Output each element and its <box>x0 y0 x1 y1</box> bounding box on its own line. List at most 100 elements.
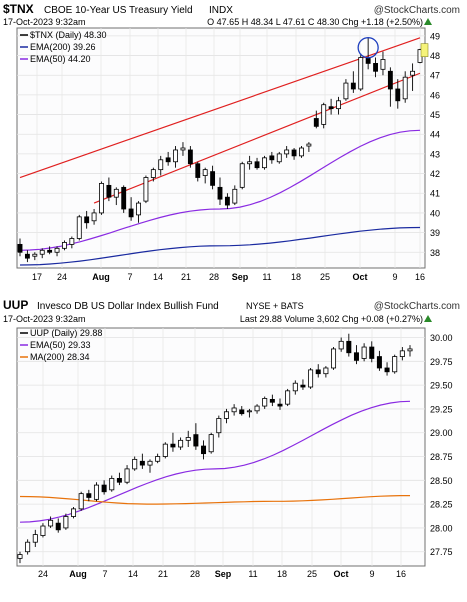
tnx-candle-body <box>210 171 216 186</box>
uup-candle-body <box>170 443 176 448</box>
tnx-candle-body <box>76 216 82 239</box>
uup-description: Invesco DB US Dollar Index Bullish Fund <box>37 301 219 312</box>
uup-candle-body <box>231 407 237 413</box>
uup-candle-body <box>315 369 321 375</box>
uup-brand: @StockCharts.com <box>374 301 460 312</box>
uup-y-axis: 27.75 28.00 28.25 28.50 28.75 29.00 29.25 29.50… <box>430 333 453 557</box>
uup-candle-body <box>55 522 61 531</box>
uup-ma200-line <box>19 495 410 505</box>
uup-candle-body <box>254 405 260 412</box>
tnx-candle-body <box>239 163 245 188</box>
tnx-candle-body <box>254 161 260 169</box>
uup-candle-body <box>124 468 130 483</box>
tnx-x-tick-label: 17 <box>32 272 42 282</box>
tnx-candle-body <box>336 100 341 110</box>
tnx-y-tick-label: 49 <box>430 31 440 41</box>
uup-candle-body <box>63 516 69 529</box>
tnx-candle-body <box>180 147 186 151</box>
tnx-brand: @StockCharts.com <box>374 5 460 16</box>
tnx-candle-body <box>136 202 141 216</box>
uup-candle-body <box>25 541 31 553</box>
tnx-candle-body <box>99 183 104 214</box>
uup-candle-body <box>353 352 359 361</box>
uup-indicator-lines <box>19 400 411 523</box>
tnx-x-tick-label: 21 <box>181 272 191 282</box>
tnx-candle-body <box>217 186 223 200</box>
tnx-lower-channel-trendline <box>93 72 421 204</box>
tnx-candle-body <box>62 242 67 249</box>
tnx-exchange: INDX <box>209 5 233 16</box>
tnx-candle-body <box>313 118 319 127</box>
tnx-x-tick-label: Sep <box>232 272 249 282</box>
uup-candle-body <box>346 340 352 354</box>
uup-candle-body <box>323 367 329 375</box>
tnx-x-tick-label: 14 <box>153 272 163 282</box>
tnx-legend-ema200: EMA(200) 39.26 <box>30 42 96 52</box>
uup-candle-body <box>300 384 306 388</box>
tnx-legend: $TNX (Daily) 48.30 EMA(200) 39.26 EMA(50… <box>20 30 107 64</box>
uup-symbol: UUP <box>3 298 28 312</box>
tnx-candle-body <box>276 153 282 163</box>
uup-candle-body <box>132 458 138 470</box>
tnx-y-tick-label: 46 <box>430 90 440 100</box>
uup-x-tick-label: 14 <box>128 569 138 579</box>
tnx-candle-body <box>158 159 164 171</box>
tnx-candle-body <box>262 157 267 169</box>
tnx-candle-body <box>150 169 156 178</box>
uup-y-tick-label: 28.50 <box>430 476 453 486</box>
uup-x-tick-label: 7 <box>102 569 107 579</box>
tnx-candle-body <box>69 238 75 245</box>
tnx-y-tick-label: 48 <box>430 51 440 61</box>
uup-x-tick-label: 24 <box>38 569 48 579</box>
uup-candle-body <box>308 369 314 388</box>
uup-candle-body <box>178 439 184 448</box>
uup-candle-body <box>48 519 54 527</box>
tnx-candles <box>17 37 423 263</box>
tnx-header: $TNX CBOE 10-Year US Treasury Yield INDX… <box>3 2 460 27</box>
tnx-candle-body <box>291 149 297 157</box>
uup-candle-body <box>93 484 99 500</box>
tnx-x-tick-label: 16 <box>415 272 425 282</box>
tnx-candle-body <box>373 63 378 72</box>
tnx-candle-body <box>321 104 327 125</box>
uup-legend-ma200: MA(200) 28.34 <box>30 352 90 362</box>
uup-candle-body <box>78 493 84 510</box>
tnx-candle-body <box>328 106 334 110</box>
uup-candle-body <box>361 346 367 359</box>
tnx-candle-body <box>284 149 290 155</box>
uup-candle-body <box>201 445 207 455</box>
uup-x-tick-label: 25 <box>307 569 317 579</box>
uup-candle-body <box>162 443 168 457</box>
uup-candle-body <box>17 554 23 559</box>
tnx-y-tick-label: 40 <box>430 208 440 218</box>
uup-candle-body <box>392 356 398 373</box>
uup-candle-body <box>338 340 344 350</box>
uup-quote: Last 29.88 Volume 3,602 Chg +0.08 (+0.27… <box>240 314 423 324</box>
uup-candle-body <box>369 346 375 359</box>
uup-y-tick-label: 29.50 <box>430 381 453 391</box>
uup-candle-body <box>40 525 46 536</box>
uup-candle-body <box>101 484 107 493</box>
uup-candle-body <box>185 437 191 441</box>
tnx-candle-body <box>32 253 38 257</box>
uup-x-tick-label: 11 <box>248 569 257 579</box>
uup-legend-ema50: EMA(50) 29.33 <box>30 340 91 350</box>
tnx-x-tick-label: Oct <box>352 272 367 282</box>
uup-candle-body <box>139 460 145 466</box>
tnx-candle-body <box>247 161 253 165</box>
uup-y-tick-label: 30.00 <box>430 333 453 343</box>
uup-candle-body <box>285 390 291 405</box>
uup-x-axis: 24 Aug 7 14 21 28 Sep 11 18 25 Oct 9 16 <box>38 569 406 579</box>
tnx-candle-body <box>365 57 371 64</box>
tnx-candle-body <box>187 149 193 165</box>
tnx-y-tick-label: 42 <box>430 169 440 179</box>
tnx-y-tick-label: 38 <box>430 248 440 258</box>
tnx-x-tick-label: 7 <box>127 272 132 282</box>
uup-candle-body <box>116 478 122 483</box>
uup-candle-body <box>155 456 161 462</box>
tnx-indicator-lines <box>19 129 421 266</box>
tnx-candle-body <box>410 70 416 76</box>
tnx-triangle-up-icon <box>424 18 432 25</box>
tnx-candle-body <box>202 169 208 176</box>
